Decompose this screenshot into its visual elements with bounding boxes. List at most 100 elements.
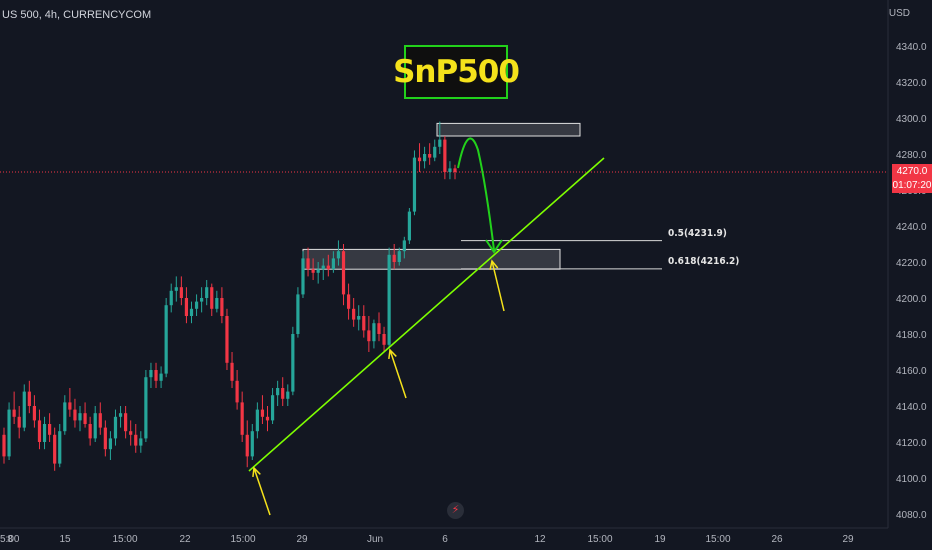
candle-body <box>159 373 163 381</box>
x-tick-label: 15:00 <box>230 534 255 545</box>
candle-body <box>58 431 62 464</box>
candle-body <box>129 431 133 435</box>
projection-arrowhead <box>485 239 503 254</box>
candle-body <box>291 334 295 392</box>
candle-body <box>220 298 224 316</box>
y-tick-label: 4180.0 <box>896 330 927 341</box>
candle-body <box>154 370 158 381</box>
candle-body <box>215 298 219 309</box>
yellow-arrowhead <box>489 259 499 270</box>
x-tick-label: 22 <box>179 534 191 545</box>
candle-body <box>433 146 437 158</box>
candle-body <box>108 438 113 450</box>
x-tick-label: 26 <box>771 534 783 545</box>
candle-body <box>402 240 406 252</box>
candle-body <box>174 287 178 291</box>
candle-body <box>2 434 6 457</box>
candle-body <box>316 269 320 273</box>
candle-body <box>63 402 67 432</box>
candle-body <box>265 416 270 421</box>
candle-body <box>422 154 427 162</box>
candle-body <box>225 316 229 363</box>
fib-label-0-618: 0.618(4216.2) <box>668 256 740 267</box>
support-zone <box>302 248 561 270</box>
yellow-arrowhead <box>252 466 261 478</box>
x-tick-label: 15 <box>59 534 71 545</box>
lightning-icon[interactable]: ⚡ <box>447 502 464 519</box>
countdown-value: 01:07:20 <box>892 180 932 191</box>
candle-body <box>27 391 31 406</box>
candle-body <box>387 254 391 345</box>
candle-body <box>397 251 401 262</box>
y-tick-label: 4240.0 <box>896 222 927 233</box>
candle-body <box>443 139 447 172</box>
y-tick-label: 4280.0 <box>896 150 927 161</box>
candle-body <box>438 139 442 147</box>
x-tick-label: 8 <box>7 534 13 545</box>
candle-body <box>367 330 371 342</box>
candle-body <box>235 380 239 403</box>
candle-body <box>270 395 275 421</box>
candle-body <box>357 316 361 320</box>
candle-body <box>362 316 366 331</box>
candle-body <box>326 265 330 270</box>
candle-body <box>301 258 305 295</box>
candle-body <box>336 251 341 259</box>
candle-body <box>48 424 52 435</box>
y-tick-label: 4100.0 <box>896 474 927 485</box>
x-tick-label: 15:00 <box>705 534 730 545</box>
candle-body <box>240 402 244 435</box>
candle-body <box>194 301 199 309</box>
yellow-arrow <box>253 467 271 516</box>
y-tick-label: 4220.0 <box>896 258 927 269</box>
candle-body <box>68 402 72 410</box>
candle-body <box>392 254 396 262</box>
symbol-title: US 500, 4h, CURRENCYCOM <box>2 9 152 21</box>
x-tick-label: 12 <box>534 534 546 545</box>
candle-body <box>17 416 21 428</box>
candle-body <box>260 409 265 417</box>
candle-body <box>73 409 77 421</box>
x-tick-label: 6 <box>442 534 448 545</box>
candle-body <box>341 251 346 295</box>
y-tick-label: 4120.0 <box>896 438 927 449</box>
projection-arrow <box>457 137 495 251</box>
x-tick-label: 15:00 <box>112 534 137 545</box>
candle-body <box>331 258 335 270</box>
candle-body <box>184 298 189 316</box>
x-tick-label: 29 <box>842 534 854 545</box>
candle-body <box>83 413 87 424</box>
y-tick-label: 4080.0 <box>896 510 927 521</box>
x-tick-label: 19 <box>654 534 666 545</box>
candle-body <box>78 413 82 421</box>
candle-body <box>42 424 47 442</box>
candle-body <box>124 413 128 432</box>
candle-body <box>7 409 11 457</box>
yellow-arrow <box>389 349 407 399</box>
candle-body <box>169 290 173 306</box>
candle-body <box>37 420 42 442</box>
fib-label-0-5: 0.5(4231.9) <box>668 228 727 239</box>
candle-body <box>189 308 194 316</box>
candle-body <box>12 409 16 417</box>
yellow-arrow <box>491 260 505 312</box>
x-tick-label: 5:00 <box>0 534 20 545</box>
candle-body <box>286 391 290 399</box>
candle-body <box>144 377 148 439</box>
candle-body <box>428 154 432 158</box>
y-tick-label: 4160.0 <box>896 366 927 377</box>
resistance-zone <box>436 122 581 137</box>
candle-body <box>230 362 234 381</box>
candle-body <box>417 157 422 162</box>
candle-body <box>276 388 280 396</box>
candle-body <box>98 413 102 428</box>
candle-body <box>377 323 381 334</box>
candle-body <box>53 434 57 464</box>
candle-body <box>134 434 138 446</box>
candle-body <box>139 438 143 446</box>
candle-body <box>22 391 26 428</box>
candle-body <box>250 431 254 457</box>
current-price-value: 4270.0 <box>896 166 928 177</box>
candle-body <box>88 424 92 439</box>
candle-body <box>210 287 214 309</box>
